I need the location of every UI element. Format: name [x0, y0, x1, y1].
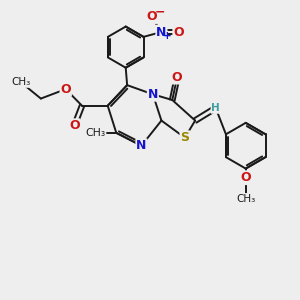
Text: S: S: [180, 131, 189, 144]
Text: +: +: [163, 31, 172, 41]
Text: N: N: [148, 88, 158, 101]
Text: O: O: [69, 119, 80, 132]
Text: CH₃: CH₃: [236, 194, 255, 204]
Text: O: O: [172, 70, 182, 84]
Text: N: N: [156, 26, 167, 38]
Text: N: N: [136, 139, 147, 152]
Text: −: −: [155, 6, 165, 19]
Text: O: O: [240, 171, 251, 184]
Text: CH₃: CH₃: [86, 128, 106, 138]
Text: O: O: [146, 10, 157, 23]
Text: CH₃: CH₃: [11, 77, 31, 87]
Text: H: H: [211, 103, 220, 113]
Text: O: O: [60, 82, 71, 96]
Text: O: O: [173, 26, 184, 38]
